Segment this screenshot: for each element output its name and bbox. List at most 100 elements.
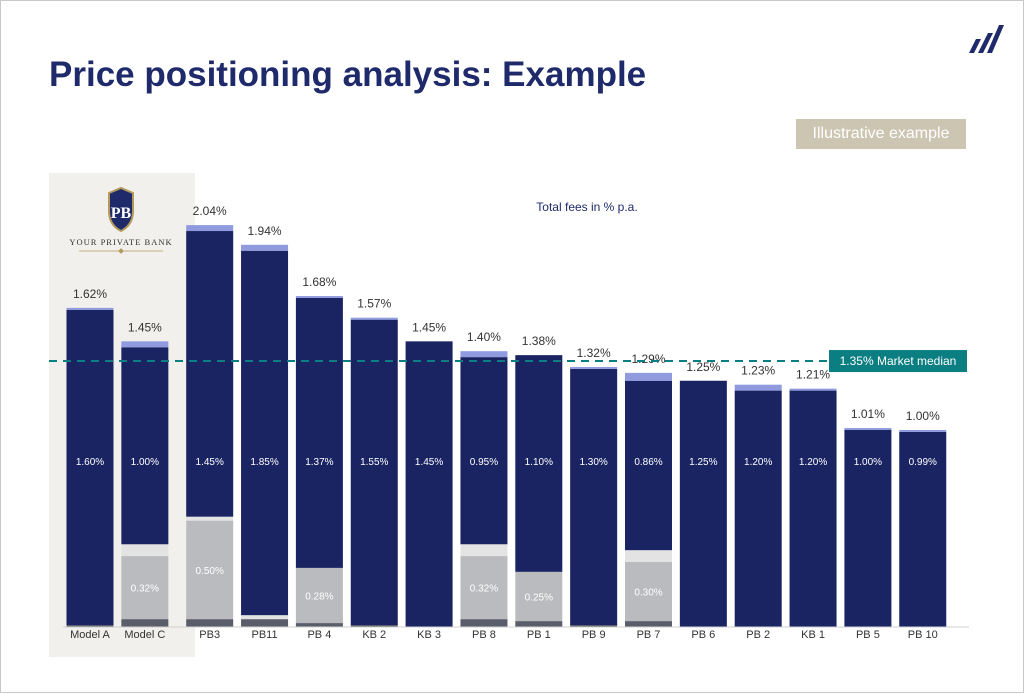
bar-segment [460,357,508,545]
main-segment-label: 1.10% [525,457,553,468]
bar-segment [295,567,343,624]
chart-subtitle: Total fees in % p.a. [536,200,637,214]
bar-segment [66,309,114,626]
bar-segment [295,296,343,299]
bar-segment [121,619,169,627]
total-label: 1.38% [522,334,556,348]
total-label: 1.25% [686,360,720,374]
bank-name: YOUR PRIVATE BANK [69,237,172,247]
bar-segment [515,621,563,627]
segment-label: 0.25% [525,592,553,603]
segment-label: 0.30% [634,588,662,599]
total-label: 1.57% [357,297,391,311]
bar-segment [350,625,398,627]
bar-segment [186,231,234,517]
category-label: PB11 [252,629,278,641]
total-label: 1.45% [412,320,446,334]
segment-label: 0.28% [305,591,333,602]
bar-segment [899,430,947,432]
bar-segment [186,619,234,627]
bar-segment [679,380,727,627]
main-segment-label: 1.45% [415,457,443,468]
category-label: Model A [70,629,110,641]
bar-segment [460,351,508,358]
bar-segment [625,561,672,622]
bar-segment [460,619,508,627]
bar-segment [625,380,672,551]
main-segment-label: 1.20% [799,457,827,468]
bar-segment [405,341,453,627]
bars-layer [63,225,969,628]
bar-segment [121,347,169,545]
main-segment-label: 1.55% [360,457,388,468]
total-label: 1.40% [467,330,501,344]
bar-segment [241,619,289,627]
bar-segment [570,368,618,626]
total-label: 1.00% [906,409,940,423]
bar-segment [460,544,508,557]
bar-segment [66,625,114,627]
total-label: 1.68% [302,275,336,289]
category-label: PB 4 [307,629,331,641]
category-label: Model C [124,629,165,641]
main-segment-label: 0.95% [470,457,498,468]
main-segment-label: 1.25% [689,457,717,468]
bar-segment [121,556,169,620]
bar-segment [241,244,289,251]
total-label: 1.45% [128,320,162,334]
bar-segment [186,520,234,620]
category-label: PB 9 [582,629,606,641]
bar-segment [186,516,234,521]
category-label: KB 3 [417,629,441,641]
category-label: PB 8 [472,629,496,641]
main-segment-label: 1.00% [854,457,882,468]
main-segment-label: 1.20% [744,457,772,468]
category-label: PB 6 [691,629,715,641]
segment-label: 0.32% [131,584,159,595]
category-label: PB 7 [637,629,661,641]
bar-stripes-logo-icon [969,25,1004,53]
main-segment-label: 1.30% [579,457,607,468]
total-label: 1.23% [741,364,775,378]
shield-crest-icon [108,186,134,233]
main-segment-label: 0.86% [634,457,662,468]
main-segment-label: 1.00% [131,457,159,468]
bar-segment [515,571,563,622]
bar-segment [625,372,672,381]
bar-segment [241,615,289,620]
main-segment-label: 1.37% [305,457,333,468]
illustrative-badge: Illustrative example [796,119,966,149]
bar-segment [515,355,563,572]
bar-segment [121,544,169,557]
bar-segment [350,319,398,626]
bar-segment [789,388,837,391]
bar-segment [350,317,398,320]
page-title: Price positioning analysis: Example [49,55,647,94]
bar-segment [899,431,947,627]
bank-monogram: PB [111,205,132,222]
total-label: 1.32% [577,346,611,360]
bar-segment [121,341,169,348]
bar-segment [66,307,114,310]
bar-segment [186,225,234,232]
total-label: 1.62% [73,287,107,301]
bar-segment [295,623,343,627]
bar-segment [460,556,508,620]
bar-segment [734,390,782,627]
market-median-label: 1.35% Market median [840,354,957,368]
bar-segment [570,625,618,627]
segment-label: 0.50% [196,566,224,577]
bar-segment [734,384,782,391]
main-segment-label: 0.99% [909,457,937,468]
category-label: PB 1 [527,629,551,641]
segment-label: 0.32% [470,584,498,595]
total-label: 1.94% [248,224,282,238]
market-median-label-box [829,350,967,373]
bar-segment [789,390,837,627]
labels-layer: 1.60% 1.62% Model A 0.32% 1.00% 1.45% Model C 0… [70,204,940,641]
main-segment-label: 1.45% [196,457,224,468]
bar-segment [570,366,618,369]
bar-segment [625,550,672,562]
